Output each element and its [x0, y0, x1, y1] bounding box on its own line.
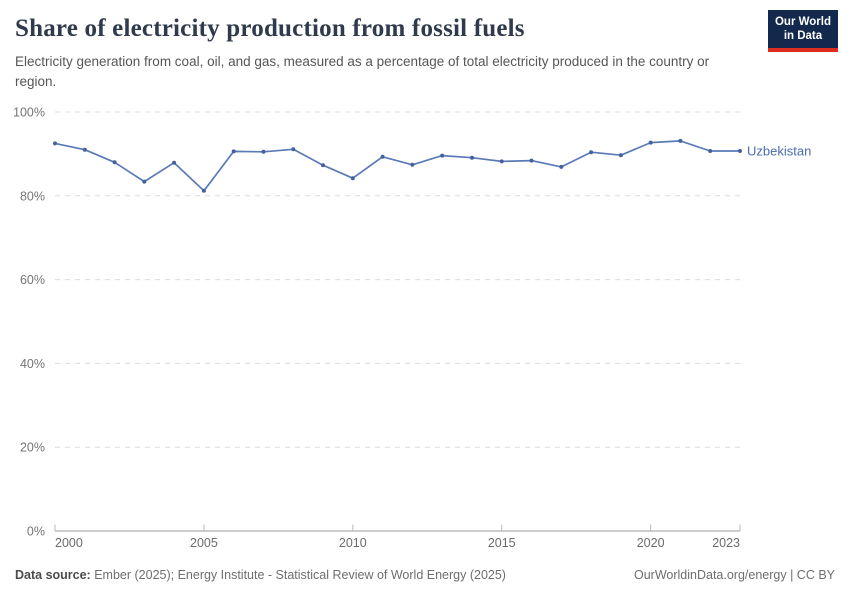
x-tick-label: 2023 [712, 536, 740, 550]
y-tick-label: 60% [20, 273, 45, 287]
x-tick-label: 2005 [190, 536, 218, 550]
data-point [440, 153, 445, 158]
data-point [529, 158, 534, 163]
y-tick-label: 100% [13, 106, 45, 120]
data-source-label: Data source: [15, 568, 91, 582]
data-point [559, 164, 564, 169]
data-point [410, 162, 415, 167]
chart-title: Share of electricity production from fos… [15, 15, 525, 42]
owid-logo-text-line1: Our World [774, 16, 831, 28]
credit-link[interactable]: OurWorldinData.org/energy | CC BY [633, 568, 835, 582]
data-point [380, 154, 385, 159]
data-source: Data source: Ember (2025); Energy Instit… [15, 568, 506, 582]
data-point [112, 160, 117, 165]
data-point [291, 147, 296, 152]
data-line-uzbekistan [54, 140, 741, 192]
data-point [82, 147, 87, 152]
data-point [618, 153, 623, 158]
data-point [350, 176, 355, 181]
x-tick-label: 2020 [637, 536, 665, 550]
data-point [589, 150, 594, 155]
x-tick-label: 2010 [339, 536, 367, 550]
data-point [678, 138, 683, 143]
data-point [261, 149, 266, 154]
data-point [231, 149, 236, 154]
y-tick-label: 80% [20, 189, 45, 203]
data-point [708, 149, 713, 153]
data-point [201, 188, 206, 193]
data-point [738, 149, 742, 153]
data-point [142, 179, 147, 184]
owid-logo-text-line2: in Data [783, 30, 823, 43]
y-tick-label: 20% [20, 441, 45, 455]
data-point [470, 155, 474, 160]
data-point [172, 160, 177, 165]
x-tick-label: 2015 [488, 536, 516, 550]
owid-logo[interactable]: Our World in Data [767, 10, 838, 52]
chart-footer: Data source: Ember (2025); Energy Instit… [15, 568, 835, 582]
data-point [648, 140, 653, 145]
y-tick-label: 0% [27, 525, 45, 539]
data-point [499, 159, 504, 164]
y-tick-label: 40% [20, 357, 45, 371]
data-source-text: Ember (2025); Energy Institute - Statist… [90, 568, 506, 582]
data-point [321, 163, 325, 168]
chart-subtitle: Electricity generation from coal, oil, a… [15, 54, 710, 89]
entity-label[interactable]: Uzbekistan [747, 143, 811, 158]
data-point [53, 141, 57, 146]
x-tick-label: 2000 [55, 536, 83, 550]
